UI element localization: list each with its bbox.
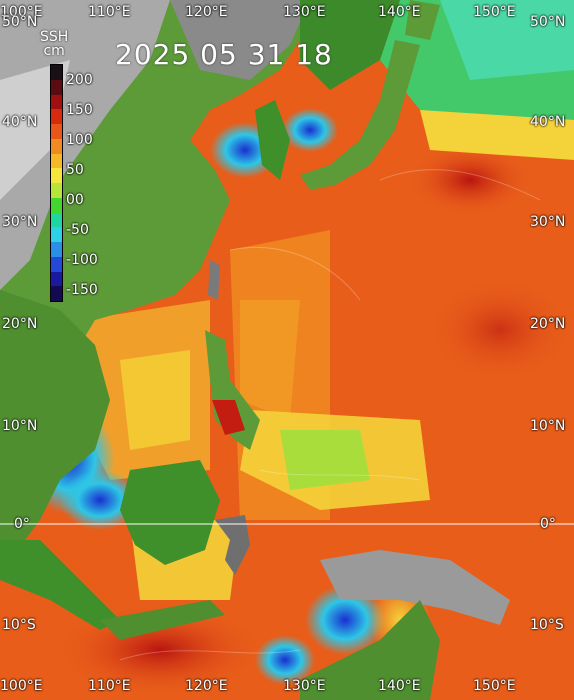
ocean-yellow-band-north	[420, 110, 574, 160]
top-lon-100: 100°E	[0, 4, 43, 20]
bottom-lon-100: 100°E	[0, 678, 43, 694]
colorbar-segment	[51, 197, 62, 213]
ocean-north-cyan	[440, 0, 574, 80]
land-java	[100, 600, 225, 640]
date-stamp: 2025 05 31 18	[115, 38, 333, 71]
land-japan	[300, 40, 420, 190]
ocean-scs-yellow	[120, 350, 190, 450]
colorbar-label-100: 100	[66, 132, 93, 148]
land-philippines	[205, 330, 260, 450]
colorbar-segment	[51, 242, 62, 257]
land-taiwan	[208, 260, 220, 300]
land-korea	[255, 100, 290, 180]
bottom-lon-120: 120°E	[185, 678, 228, 694]
top-lon-130: 130°E	[283, 4, 326, 20]
right-lat-10s: 10°S	[530, 617, 564, 633]
land-sulawesi	[215, 515, 250, 575]
land-hokkaido	[405, 0, 440, 40]
left-lat-20n: 20°N	[2, 316, 38, 332]
bottom-lon-140: 140°E	[378, 678, 421, 694]
left-lat-30n: 30°N	[2, 214, 38, 230]
left-lat-50n: 50°N	[2, 14, 38, 30]
left-lat-10n: 10°N	[2, 418, 38, 434]
ocean-hot-eddy-kuroshio-ext	[410, 145, 530, 215]
colorbar-unit: cm	[43, 43, 65, 59]
right-lat-40n: 40°N	[530, 114, 566, 130]
right-lat-10n: 10°N	[530, 418, 566, 434]
colorbar-label-150: 150	[66, 102, 93, 118]
colorbar-segment	[51, 168, 62, 184]
colorbar-label-m150: -150	[66, 282, 98, 298]
land-indochina	[0, 290, 110, 560]
ocean-light-orange	[240, 300, 300, 420]
land-sumatra	[0, 540, 120, 630]
land-new-guinea	[320, 550, 510, 625]
colorbar-label-200: 200	[66, 72, 93, 88]
bottom-lon-130: 130°E	[283, 678, 326, 694]
top-lon-120: 120°E	[185, 4, 228, 20]
right-lat-30n: 30°N	[530, 214, 566, 230]
colorbar-label-00: 00	[66, 192, 84, 208]
right-lat-50n: 50°N	[530, 14, 566, 30]
right-lat-20n: 20°N	[530, 316, 566, 332]
bottom-lon-150: 150°E	[473, 678, 516, 694]
land-far-east	[300, 0, 400, 90]
colorbar-segment	[51, 183, 62, 198]
left-lat-40n: 40°N	[2, 114, 38, 130]
top-lon-140: 140°E	[378, 4, 421, 20]
colorbar-label-m50: -50	[66, 222, 89, 238]
colorbar-segment	[51, 65, 62, 80]
land-borneo	[120, 460, 220, 565]
colorbar-label-50: 50	[66, 162, 84, 178]
colorbar-segment	[51, 124, 62, 139]
bottom-lon-110: 110°E	[88, 678, 131, 694]
top-lon-150: 150°E	[473, 4, 516, 20]
colorbar-segment	[51, 153, 62, 169]
contour-lines	[119, 169, 541, 661]
colorbar-variable: SSH	[40, 29, 69, 45]
colorbar-label-m100: -100	[66, 252, 98, 268]
ocean-blue-eddy-timor	[255, 635, 315, 685]
colorbar-segment	[51, 286, 62, 302]
ocean-hot-eddy-east	[430, 280, 570, 380]
colorbar-segment	[51, 79, 62, 95]
colorbar-segment	[51, 256, 62, 272]
colorbar	[50, 64, 63, 302]
colorbar-segment	[51, 271, 62, 287]
colorbar-title: SSH cm	[40, 30, 68, 58]
left-lat-0: 0°	[14, 516, 30, 532]
colorbar-segment	[51, 94, 62, 110]
left-lat-10s: 10°S	[2, 617, 36, 633]
colorbar-segment	[51, 138, 62, 154]
colorbar-segment	[51, 227, 62, 243]
land-philippines-sea-red	[212, 400, 245, 435]
ocean-blue-eddy-natuna	[60, 470, 140, 530]
ocean-green-tropics	[280, 430, 370, 490]
ocean-blue-eddy-japansea	[282, 108, 338, 152]
ocean-blue-eddy-arafura	[305, 585, 385, 655]
right-lat-0: 0°	[540, 516, 556, 532]
top-lon-110: 110°E	[88, 4, 131, 20]
land-australia	[300, 600, 440, 700]
colorbar-segment	[51, 212, 62, 228]
colorbar-segment	[51, 109, 62, 125]
land-mongolia	[170, 0, 310, 80]
